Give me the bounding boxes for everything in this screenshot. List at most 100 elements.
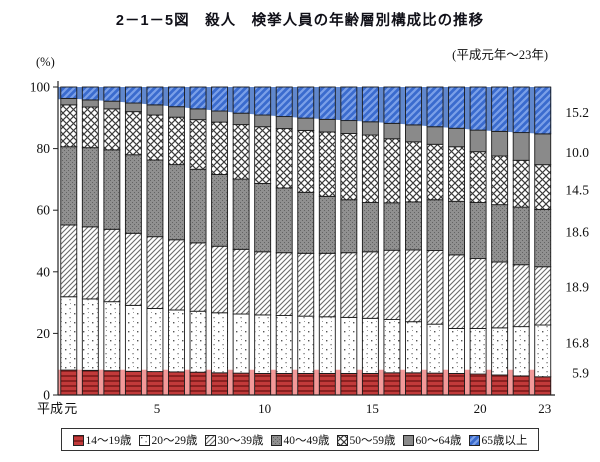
segment-30～39歳	[146, 236, 164, 309]
segment-14～19歳	[448, 372, 466, 396]
segment-40～49歳	[297, 191, 315, 254]
x-tick-label: 10	[258, 401, 271, 416]
segment-20～29歳	[81, 298, 99, 371]
period-note: (平成元年～23年)	[452, 48, 548, 62]
segment-40～49歳	[405, 201, 422, 251]
segment-60～64歳	[168, 106, 185, 118]
segment-60～64歳	[232, 112, 250, 126]
segment-14～19歳	[124, 370, 142, 396]
segment-40～49歳	[81, 147, 99, 228]
segment-40～49歳	[340, 199, 358, 254]
segment-50～59歳	[81, 106, 99, 149]
x-tick-label: 20	[474, 401, 487, 416]
segment-60～64歳	[491, 130, 509, 157]
segment-20～29歳	[124, 304, 142, 372]
legend-swatch-icon	[468, 434, 480, 446]
segment-20～29歳	[168, 309, 185, 373]
segment-60～64歳	[469, 129, 487, 153]
final-value-label: 15.2	[565, 105, 589, 120]
segment-14～19歳	[103, 370, 121, 396]
segment-40～49歳	[211, 174, 229, 247]
segment-20～29歳	[426, 323, 444, 374]
segment-14～19歳	[81, 369, 99, 396]
segment-30～39歳	[211, 245, 229, 314]
segment-60～64歳	[512, 132, 530, 161]
segment-65歳以上	[405, 86, 422, 126]
segment-30～39歳	[426, 250, 444, 325]
segment-50～59歳	[146, 114, 164, 161]
segment-40～49歳	[469, 202, 487, 260]
final-value-label: 16.8	[565, 335, 589, 350]
segment-65歳以上	[469, 86, 487, 131]
legend-swatch-icon	[336, 434, 348, 446]
segment-14～19歳	[426, 372, 444, 396]
segment-60～64歳	[361, 121, 379, 136]
bar-heisei-18	[426, 86, 444, 396]
segment-30～39歳	[81, 226, 99, 300]
segment-14～19歳	[297, 372, 315, 396]
segment-14～19歳	[189, 371, 207, 396]
segment-60～64歳	[146, 104, 164, 116]
segment-65歳以上	[211, 86, 229, 112]
segment-50～59歳	[232, 124, 250, 180]
segment-30～39歳	[512, 264, 530, 328]
bar-heisei-16	[383, 86, 401, 396]
segment-40～49歳	[426, 199, 444, 251]
segment-65歳以上	[60, 86, 78, 99]
segment-40～49歳	[318, 195, 336, 254]
segment-60～64歳	[254, 114, 272, 128]
segment-20～29歳	[512, 326, 530, 377]
segment-50～59歳	[168, 116, 185, 166]
final-value-label: 18.6	[565, 225, 589, 240]
segment-65歳以上	[124, 86, 142, 104]
segment-40～49歳	[254, 182, 272, 253]
segment-30～39歳	[383, 249, 401, 320]
segment-60～64歳	[275, 116, 293, 130]
segment-40～49歳	[189, 168, 207, 244]
legend-item-40～49歳: 40～49歳	[270, 432, 330, 448]
x-tick-label: 15	[366, 401, 379, 416]
y-tick-label: 0	[43, 388, 50, 403]
segment-50～59歳	[426, 143, 444, 201]
bar-heisei-23	[534, 86, 552, 396]
segment-20～29歳	[361, 317, 379, 374]
segment-14～19歳	[211, 372, 229, 396]
bar-heisei-14	[340, 86, 358, 396]
segment-50～59歳	[405, 141, 422, 203]
segment-14～19歳	[275, 372, 293, 396]
segment-30～39歳	[361, 251, 379, 319]
final-value-label: 5.9	[572, 365, 589, 380]
legend-item-30～39歳: 30～39歳	[204, 432, 264, 448]
legend-item-60～64歳: 60～64歳	[402, 432, 462, 448]
legend-label: 20～29歳	[151, 435, 198, 447]
legend-label: 14～19歳	[85, 435, 132, 447]
legend-item-20～29歳: 20～29歳	[138, 432, 198, 448]
segment-14～19歳	[534, 376, 552, 396]
bar-heisei-3	[103, 86, 121, 396]
bar-heisei-12	[297, 86, 315, 396]
segment-65歳以上	[491, 86, 509, 132]
legend-item-14～19歳: 14～19歳	[72, 432, 132, 448]
segment-20～29歳	[534, 324, 552, 378]
segment-50～59歳	[254, 126, 272, 184]
x-tick-label: 元	[64, 401, 77, 416]
legend-item-50～59歳: 50～59歳	[336, 432, 396, 448]
segment-30～39歳	[491, 261, 509, 329]
segment-60～64歳	[297, 117, 315, 131]
segment-60～64歳	[534, 133, 552, 166]
segment-65歳以上	[275, 86, 293, 118]
segment-30～39歳	[405, 249, 422, 323]
segment-20～29歳	[383, 319, 401, 374]
segment-60～64歳	[60, 97, 78, 106]
segment-65歳以上	[361, 86, 379, 123]
segment-60～64歳	[340, 120, 358, 134]
segment-60～64歳	[103, 100, 121, 110]
legend-label: 60～64歳	[415, 435, 462, 447]
segment-50～59歳	[469, 151, 487, 203]
segment-40～49歳	[168, 164, 185, 241]
final-value-label: 14.5	[565, 183, 589, 198]
y-axis-unit-label: (%)	[36, 55, 55, 69]
segment-20～29歳	[318, 316, 336, 374]
segment-20～29歳	[254, 314, 272, 374]
segment-20～29歳	[297, 315, 315, 374]
